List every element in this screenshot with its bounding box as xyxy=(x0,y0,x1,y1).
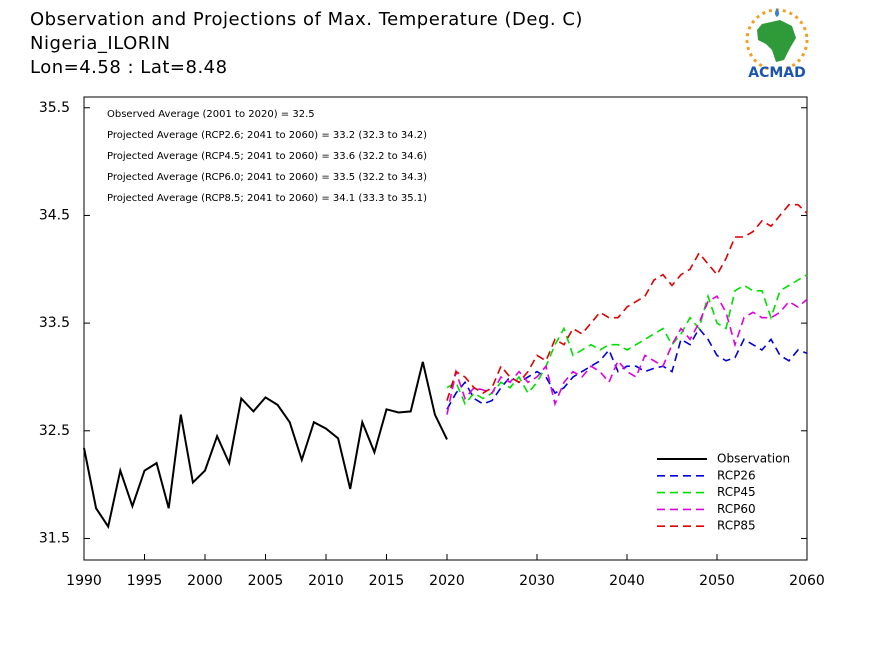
y-tick-label: 32.5 xyxy=(39,423,70,439)
x-tick-label: 2015 xyxy=(369,573,405,589)
x-tick-label: 1995 xyxy=(127,573,163,589)
series-line xyxy=(446,203,808,401)
y-tick-label: 35.5 xyxy=(39,100,70,116)
y-tick-label: 31.5 xyxy=(39,530,70,546)
chart-title: Observation and Projections of Max. Temp… xyxy=(30,9,583,30)
legend-label: RCP26 xyxy=(717,468,756,482)
x-tick-label: 2040 xyxy=(609,573,645,589)
series-line xyxy=(446,274,808,406)
location-label: Lon=4.58 : Lat=8.48 xyxy=(30,57,228,78)
y-tick-label: 33.5 xyxy=(39,315,70,331)
annotation: Projected Average (RCP6.0; 2041 to 2060)… xyxy=(107,172,427,183)
annotation: Projected Average (RCP4.5; 2041 to 2060)… xyxy=(107,151,427,162)
legend-label: RCP85 xyxy=(717,519,756,533)
x-tick-label: 2050 xyxy=(699,573,735,589)
chart-subtitle: Nigeria_ILORIN xyxy=(30,33,171,54)
x-tick-label: 2010 xyxy=(308,573,344,589)
logo-drop xyxy=(775,8,779,17)
legend-label: RCP60 xyxy=(717,502,756,516)
x-tick-label: 2060 xyxy=(789,573,825,589)
series-line xyxy=(83,361,448,530)
x-tick-label: 2000 xyxy=(187,573,223,589)
plot-frame xyxy=(83,96,808,561)
legend-label: RCP45 xyxy=(717,485,756,499)
series-line xyxy=(446,295,808,415)
x-tick-label: 2005 xyxy=(248,573,284,589)
legend-label: Observation xyxy=(717,452,790,466)
annotation: Observed Average (2001 to 2020) = 32.5 xyxy=(107,109,315,120)
logo: ACMAD xyxy=(745,8,809,81)
annotation: Projected Average (RCP8.5; 2041 to 2060)… xyxy=(107,193,427,204)
logo-africa xyxy=(757,20,796,62)
x-tick-label: 2030 xyxy=(519,573,555,589)
logo-text: ACMAD xyxy=(748,65,806,81)
annotation: Projected Average (RCP2.6; 2041 to 2060)… xyxy=(107,130,427,141)
x-tick-label: 2020 xyxy=(429,573,465,589)
y-tick-label: 34.5 xyxy=(39,207,70,223)
x-tick-label: 1990 xyxy=(66,573,102,589)
